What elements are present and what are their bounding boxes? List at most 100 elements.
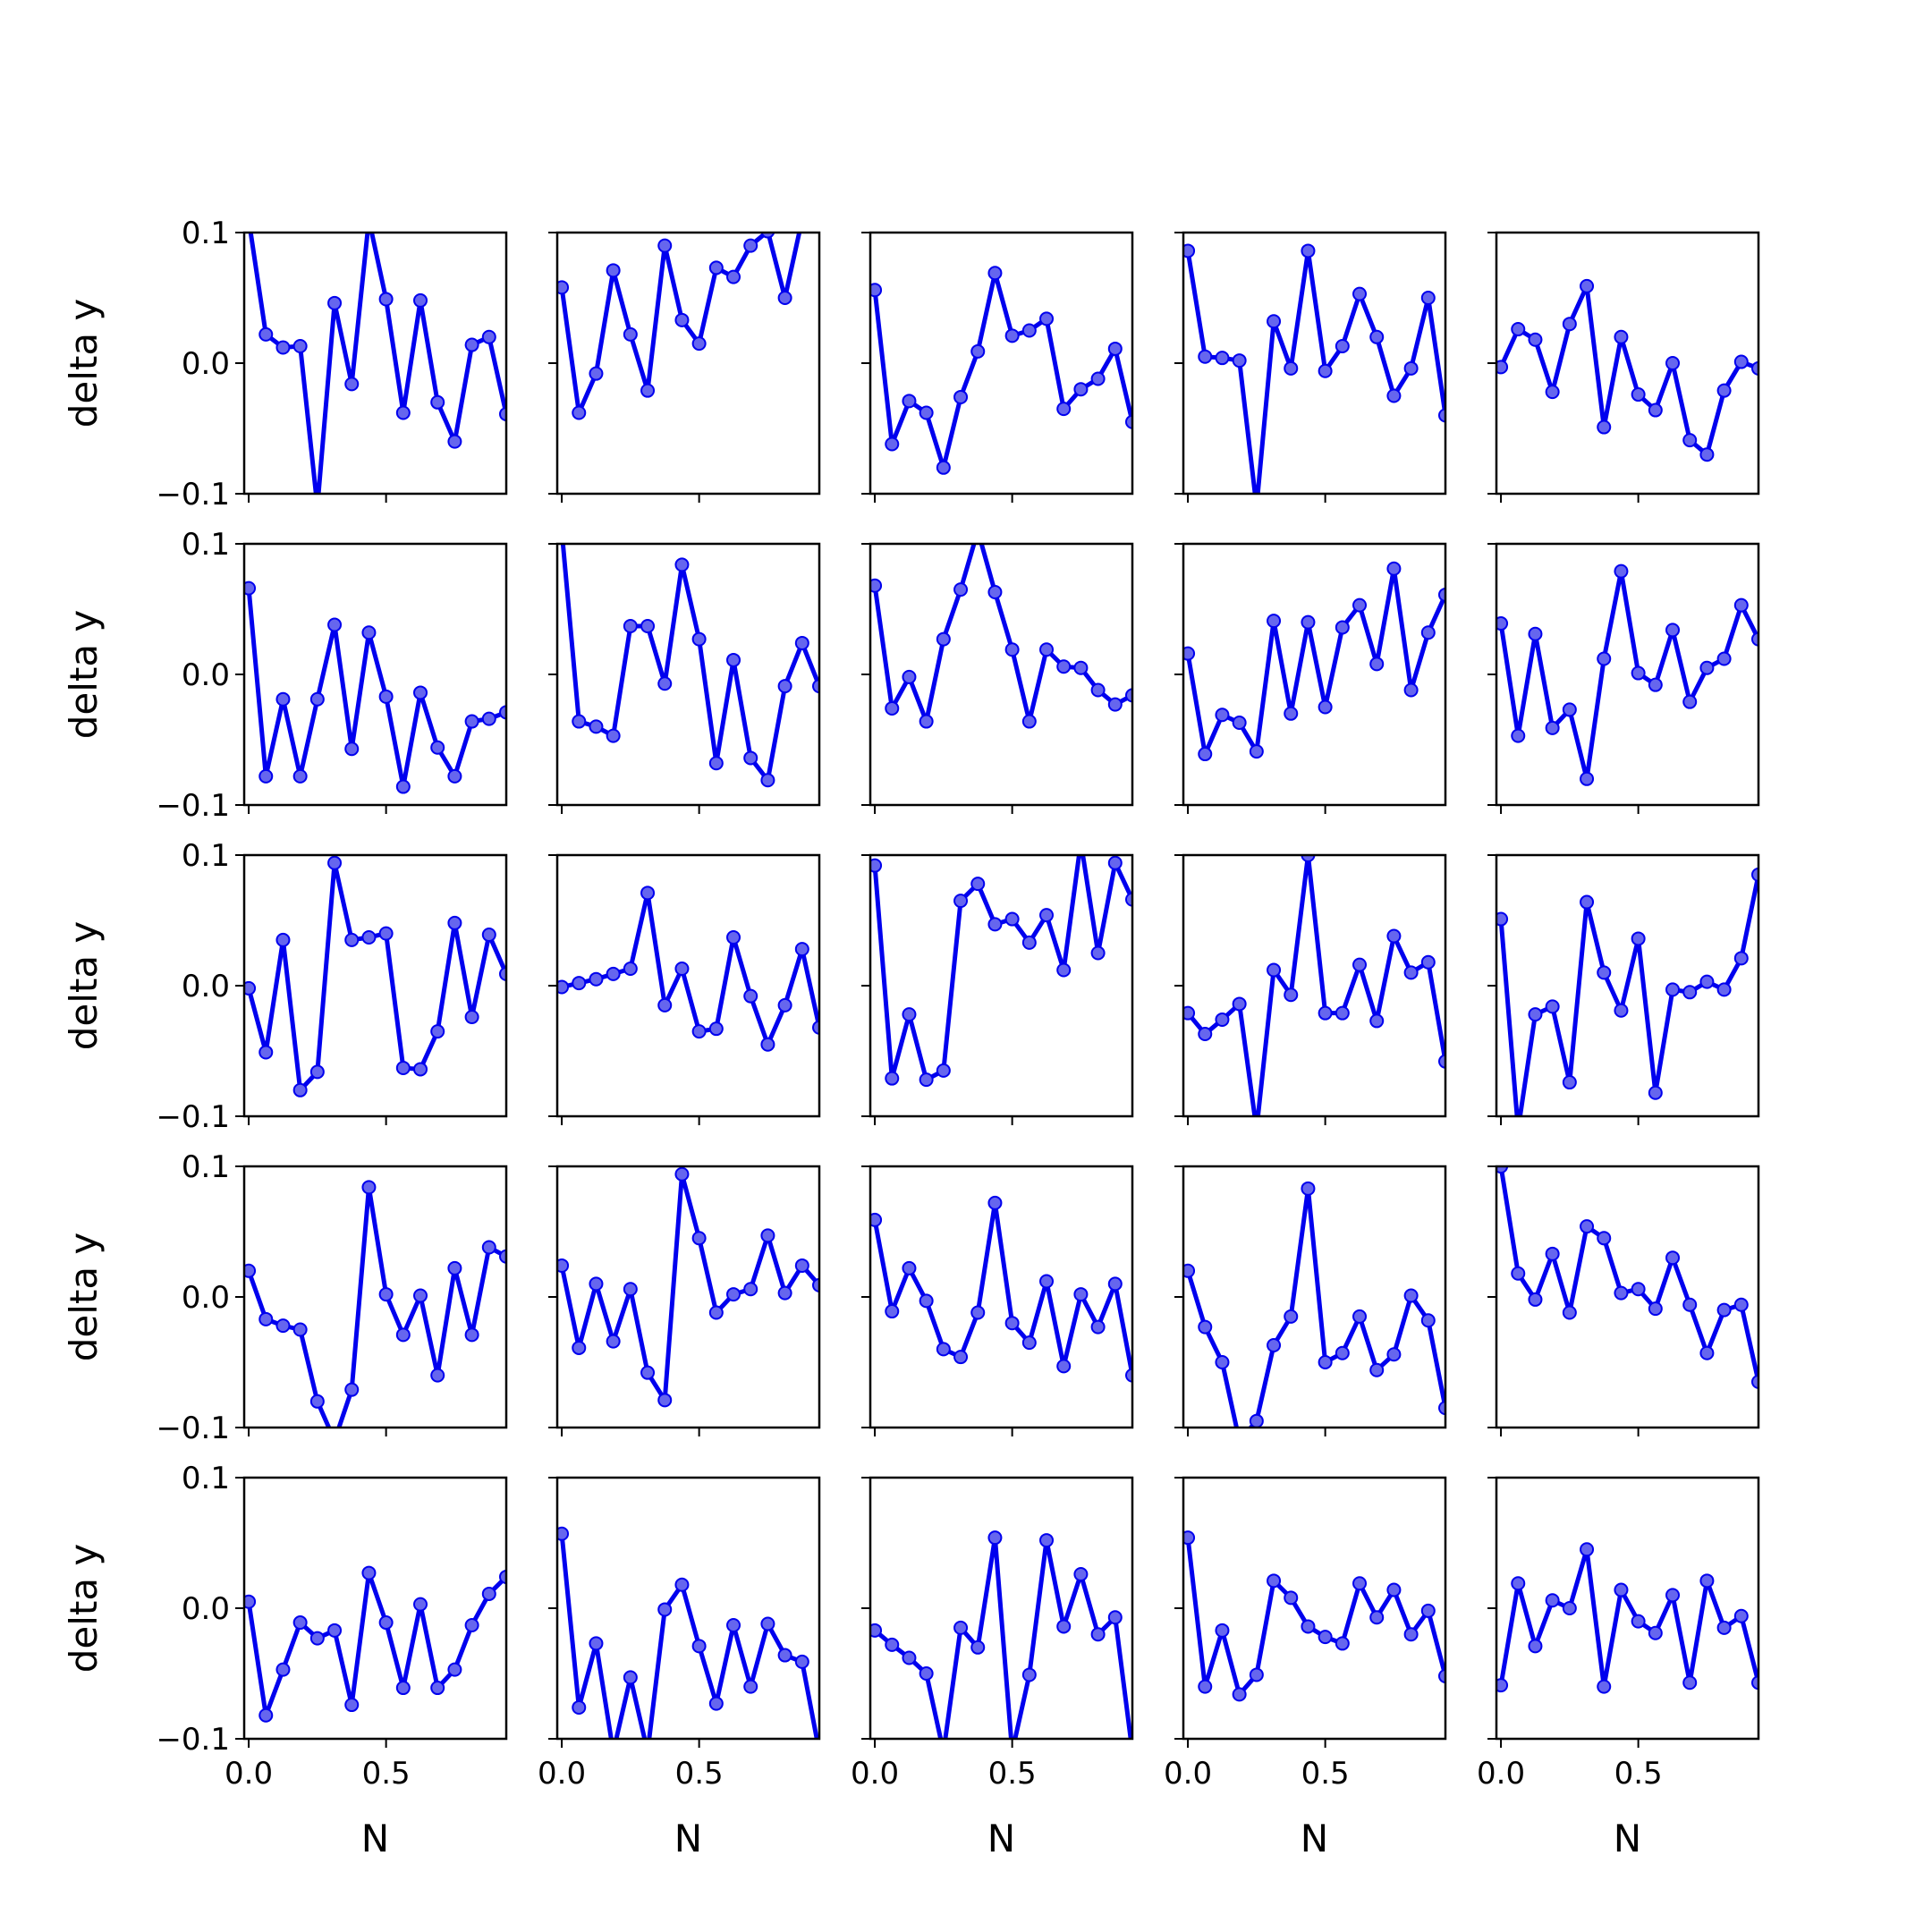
y-axis-label: delta y xyxy=(62,1233,106,1362)
data-point xyxy=(1107,697,1123,712)
data-point xyxy=(1648,402,1663,418)
data-point xyxy=(275,932,291,947)
data-point xyxy=(870,1623,883,1638)
x-axis-label: N xyxy=(361,1817,389,1860)
y-tick-label: 0.0 xyxy=(182,657,230,693)
data-point xyxy=(1021,1667,1037,1682)
data-point xyxy=(1335,1005,1350,1021)
data-point xyxy=(1232,716,1247,731)
data-point xyxy=(708,1696,724,1711)
data-point xyxy=(640,618,656,633)
data-point xyxy=(760,233,775,239)
y-tick-label: 0.0 xyxy=(182,1280,230,1316)
data-point xyxy=(606,263,621,278)
data-point xyxy=(395,1060,411,1075)
series-group xyxy=(870,855,1132,1088)
subplot-r1-c3 xyxy=(1174,542,1447,814)
data-point xyxy=(1267,614,1282,629)
data-point xyxy=(1631,1614,1646,1629)
data-point xyxy=(292,1082,308,1097)
y-tick-label: 0.1 xyxy=(182,527,230,563)
data-point xyxy=(309,1631,325,1646)
data-point xyxy=(1614,1582,1629,1597)
series-group xyxy=(1183,561,1445,762)
data-point xyxy=(1352,1576,1368,1591)
data-point xyxy=(1267,1573,1282,1589)
y-tick-label: −0.1 xyxy=(156,477,230,513)
data-point xyxy=(430,394,445,410)
data-point xyxy=(1597,965,1612,980)
data-point xyxy=(1528,332,1543,347)
data-point xyxy=(870,283,883,298)
data-point xyxy=(812,1020,819,1035)
data-point xyxy=(953,894,969,909)
data-point xyxy=(1267,962,1282,978)
data-point xyxy=(902,669,917,684)
data-point xyxy=(499,1249,506,1264)
data-point xyxy=(902,394,917,409)
data-point xyxy=(1369,1362,1385,1377)
data-point xyxy=(777,291,792,305)
data-point xyxy=(292,339,308,354)
data-point xyxy=(726,1617,741,1632)
data-point xyxy=(1284,360,1299,376)
data-point xyxy=(1386,1582,1402,1597)
data-point xyxy=(1039,642,1055,657)
data-point xyxy=(708,1021,724,1037)
data-point xyxy=(1352,957,1368,972)
data-point xyxy=(777,1648,792,1663)
series-group xyxy=(244,855,506,1097)
data-point xyxy=(691,1639,707,1654)
y-axis-label: delta y xyxy=(62,921,106,1051)
data-point xyxy=(1496,360,1509,375)
data-point xyxy=(1125,1368,1132,1383)
data-point xyxy=(640,886,656,901)
data-point xyxy=(378,292,394,307)
data-point xyxy=(1496,911,1509,927)
data-point xyxy=(1215,708,1230,723)
data-point xyxy=(657,997,673,1013)
data-point xyxy=(726,652,741,667)
y-tick-label: 0.0 xyxy=(182,969,230,1004)
data-point xyxy=(1420,625,1436,640)
series-group xyxy=(560,544,819,788)
data-point xyxy=(1198,1027,1213,1042)
data-point xyxy=(987,1530,1003,1546)
x-tick-label: 0.0 xyxy=(225,1756,273,1792)
series-group xyxy=(870,544,1132,729)
data-point xyxy=(657,1393,673,1408)
data-point xyxy=(1386,561,1402,576)
data-point xyxy=(970,1640,986,1655)
series-line xyxy=(1498,284,1758,457)
series-group xyxy=(557,1166,819,1408)
data-point xyxy=(557,1526,570,1541)
x-axis-label: N xyxy=(1614,1817,1641,1860)
data-point xyxy=(378,1615,394,1631)
data-point xyxy=(987,917,1003,932)
data-point xyxy=(1511,1266,1526,1281)
data-point xyxy=(1335,1345,1350,1360)
subplot-r1-c0: −0.1 0.0 0.1 delta y xyxy=(62,527,508,824)
x-axis-label: N xyxy=(1301,1817,1328,1860)
data-point xyxy=(674,1577,690,1592)
data-point xyxy=(589,971,604,987)
series-group xyxy=(1496,564,1758,786)
data-point xyxy=(1597,651,1612,666)
data-point xyxy=(1335,339,1350,354)
data-point xyxy=(1318,1630,1333,1645)
y-axis-label: delta y xyxy=(62,1544,106,1674)
data-point xyxy=(481,329,496,344)
series-line xyxy=(248,233,506,494)
data-point xyxy=(760,1228,775,1243)
data-point xyxy=(1403,1288,1419,1303)
data-point xyxy=(1528,1007,1543,1022)
x-tick-label: 0.5 xyxy=(675,1756,724,1792)
series-line xyxy=(246,1184,506,1428)
data-point xyxy=(777,997,792,1013)
data-point xyxy=(743,988,758,1004)
data-point xyxy=(743,238,758,253)
data-point xyxy=(953,582,969,597)
series-line xyxy=(246,1571,506,1718)
data-point xyxy=(970,1305,986,1320)
